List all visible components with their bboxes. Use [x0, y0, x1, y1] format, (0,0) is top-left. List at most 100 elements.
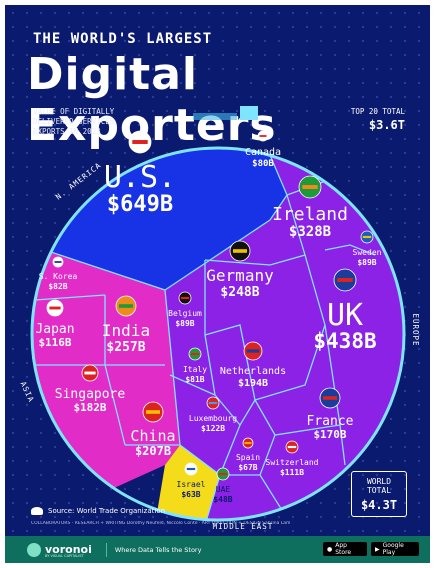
voronoi-logo[interactable]: voronoi BY VISUAL CAPITALIST: [27, 542, 92, 558]
cell-u-s: U.S.$649B: [104, 130, 176, 217]
country-value: $82B: [48, 282, 67, 291]
country-name: UK: [327, 298, 363, 333]
top20-value: $3.6T: [368, 118, 405, 132]
country-name: China: [130, 427, 175, 445]
world-total-box: WORLD TOTAL $4.3T: [351, 471, 407, 517]
flag-stripe: [362, 235, 372, 239]
cell-border: [204, 194, 306, 266]
region-label-asia: ASIA: [19, 380, 36, 404]
credits: COLLABORATORS · RESEARCH + WRITING Dorot…: [31, 521, 291, 526]
cell-border: [304, 254, 326, 326]
country-value: $328B: [289, 224, 331, 240]
country-value: $48B: [213, 495, 232, 504]
brand-name: voronoi: [45, 543, 92, 556]
flag-stripe: [190, 352, 200, 356]
footer-bar: voronoi BY VISUAL CAPITALIST Where Data …: [5, 536, 430, 563]
cell-india: India$257B: [102, 295, 150, 355]
delivery-truck-graphic: [193, 106, 258, 120]
flag-stripe: [302, 185, 318, 189]
country-name: Canada: [245, 147, 281, 158]
country-name: Germany: [206, 266, 274, 285]
country-name: UAE: [216, 485, 231, 494]
cell-border: [44, 249, 166, 291]
cell-border: [254, 324, 326, 401]
footer-divider: [105, 542, 107, 557]
flag-stripe: [337, 278, 353, 282]
country-value: $194B: [238, 378, 268, 389]
google-play-label: Google Play: [382, 542, 404, 556]
flag-stripe: [180, 296, 190, 300]
source-note: Source: World Trade Organization: [31, 507, 165, 515]
app-store-button[interactable]: ● App Store: [323, 542, 367, 556]
cell-borders: [34, 148, 376, 520]
flag-stripe: [146, 410, 160, 414]
region-middle-east: [155, 445, 220, 520]
world-total-value: $4.3T: [360, 498, 398, 512]
chart-subtitle: THE WORLD'S LARGEST: [33, 31, 213, 47]
country-value: $207B: [135, 444, 171, 458]
country-value: $257B: [106, 340, 145, 355]
infographic: THE WORLD'S LARGEST Digital Exporters VA…: [5, 5, 430, 563]
country-name: S. Korea: [39, 272, 78, 281]
country-value: $182B: [73, 401, 106, 414]
country-name: Switzerland: [266, 458, 319, 467]
region-label-europe: EUROPE: [411, 313, 420, 346]
cell-luxembourg: Luxembourg$122B: [189, 396, 237, 433]
play-icon: ▶: [375, 545, 380, 553]
source-icon: [31, 507, 43, 515]
cell-china: China$207B: [130, 401, 176, 458]
country-name: Netherlands: [220, 366, 286, 377]
country-value: $80B: [252, 159, 274, 169]
flag-stripe: [54, 261, 62, 263]
country-name: India: [102, 321, 150, 340]
brand-tag: BY VISUAL CAPITALIST: [45, 554, 84, 558]
country-value: $67B: [238, 463, 257, 472]
chart-title: Digital Exporters: [27, 49, 277, 151]
flag-stripe: [244, 442, 252, 444]
flag-stripe: [323, 396, 337, 400]
cell-border: [254, 324, 341, 436]
cell-border: [34, 294, 106, 301]
flag-stripe: [287, 445, 297, 449]
cell-border: [324, 244, 376, 256]
country-value: $438B: [313, 329, 376, 353]
cell-israel: Israel$63B: [177, 462, 206, 499]
country-value: $649B: [107, 192, 173, 217]
country-labels: U.S.$649B Canada$80B UK$438B Ireland$328B Ge…: [35, 130, 382, 504]
cell-canada: Canada$80B: [245, 130, 281, 169]
flag-stripe: [186, 467, 196, 471]
google-play-button[interactable]: ▶ Google Play: [371, 542, 419, 556]
cell-uk: UK$438B: [313, 268, 377, 353]
flag-stripe: [218, 472, 228, 476]
country-name: Japan: [35, 322, 74, 337]
cell-japan: Japan$116B: [35, 299, 75, 349]
flag-stripe: [208, 401, 218, 405]
voronoi-logo-icon: [27, 542, 41, 557]
cell-border: [169, 374, 216, 396]
country-value: $89B: [175, 319, 194, 328]
country-value: $248B: [220, 285, 259, 300]
flag-stripe: [233, 249, 247, 253]
country-name: Belgium: [168, 309, 202, 318]
country-name: France: [307, 414, 354, 429]
country-value: $170B: [313, 428, 346, 441]
country-name: Luxembourg: [189, 414, 237, 423]
cell-border: [164, 219, 271, 291]
cell-france: France$170B: [307, 387, 354, 441]
app-store-label: App Store: [335, 542, 352, 556]
cell-border: [259, 434, 276, 476]
cell-border: [204, 324, 256, 401]
flag-stripe: [84, 371, 96, 375]
region-label-middle-east: MIDDLE EAST: [213, 522, 274, 531]
flag-stripe: [49, 306, 61, 310]
apple-icon: ●: [327, 545, 333, 553]
region-europe: [165, 148, 404, 520]
top20-total: TOP 20 TOTAL $3.6T: [351, 107, 405, 132]
country-value: $111B: [280, 468, 304, 477]
cell-ireland: Ireland$328B: [272, 175, 348, 240]
flag-stripe: [246, 349, 260, 353]
cell-border: [104, 364, 126, 446]
country-name: U.S.: [104, 160, 176, 195]
country-value: $122B: [201, 424, 225, 433]
